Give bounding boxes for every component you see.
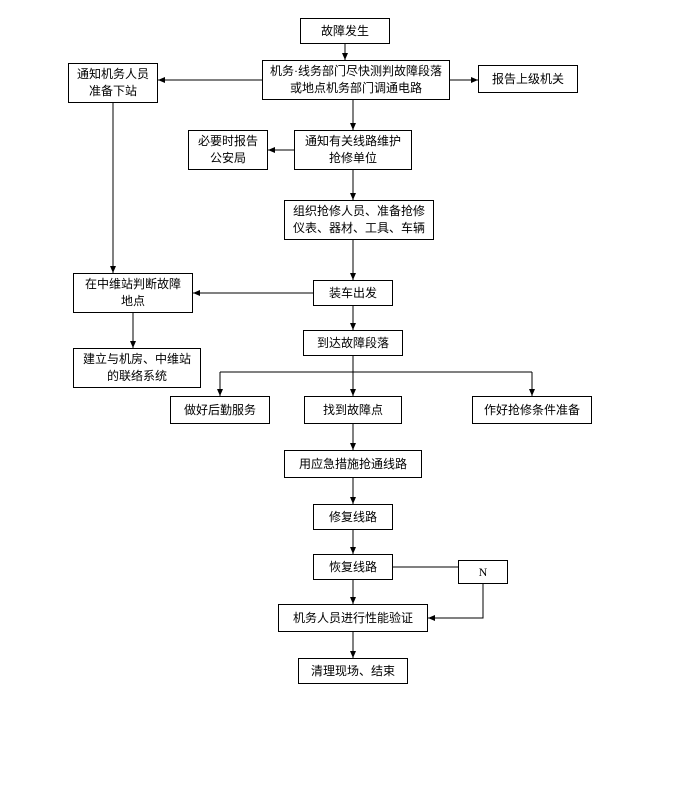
node-text: 做好后勤服务 [184,402,256,419]
node-decision-n: N [458,560,508,584]
node-detect-section: 机务·线务部门尽快测判故障段落或地点机务部门调通电路 [262,60,450,100]
node-find-fault: 找到故障点 [304,396,402,424]
node-text: 必要时报告公安局 [195,133,261,167]
node-text: 机务·线务部门尽快测判故障段落或地点机务部门调通电路 [269,63,443,97]
node-text: 通知有关线路维护抢修单位 [301,133,405,167]
node-report-superior: 报告上级机关 [478,65,578,93]
node-text: 通知机务人员准备下站 [75,66,151,100]
node-text: 修复线路 [329,509,377,526]
node-cleanup-end: 清理现场、结束 [298,658,408,684]
node-text: 建立与机房、中维站的联络系统 [80,351,194,385]
node-restore-line: 恢复线路 [313,554,393,580]
node-prepare-conditions: 作好抢修条件准备 [472,396,592,424]
node-text: 在中维站判断故障地点 [80,276,186,310]
node-text: 恢复线路 [329,559,377,576]
node-relay-judge: 在中维站判断故障地点 [73,273,193,313]
node-repair-line: 修复线路 [313,504,393,530]
node-text: 找到故障点 [323,402,383,419]
node-report-police: 必要时报告公安局 [188,130,268,170]
node-arrive-section: 到达故障段落 [303,330,403,356]
node-text: N [479,564,488,581]
node-text: 清理现场、结束 [311,663,395,680]
node-verify-performance: 机务人员进行性能验证 [278,604,428,632]
node-text: 到达故障段落 [317,335,389,352]
node-organize-repair: 组织抢修人员、准备抢修仪表、器材、工具、车辆 [284,200,434,240]
node-emergency-connect: 用应急措施抢通线路 [284,450,422,478]
node-text: 作好抢修条件准备 [484,402,580,419]
node-notify-crew: 通知机务人员准备下站 [68,63,158,103]
node-load-depart: 装车出发 [313,280,393,306]
node-text: 报告上级机关 [492,71,564,88]
node-text: 机务人员进行性能验证 [293,610,413,627]
node-notify-maintenance: 通知有关线路维护抢修单位 [294,130,412,170]
node-fault-occur: 故障发生 [300,18,390,44]
node-text: 故障发生 [321,23,369,40]
node-text: 用应急措施抢通线路 [299,456,407,473]
node-text: 组织抢修人员、准备抢修仪表、器材、工具、车辆 [291,203,427,237]
node-text: 装车出发 [329,285,377,302]
node-establish-comm: 建立与机房、中维站的联络系统 [73,348,201,388]
node-logistics: 做好后勤服务 [170,396,270,424]
